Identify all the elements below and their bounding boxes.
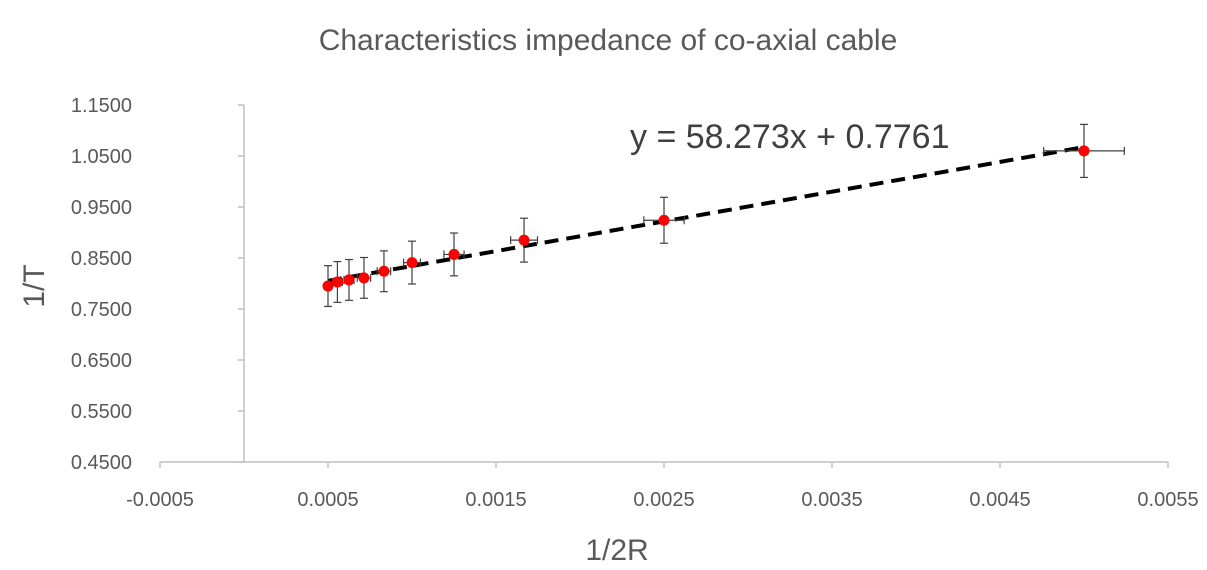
data-point: [448, 248, 460, 260]
y-tick-label: 0.5500: [71, 401, 132, 423]
y-tick-label: 1.1500: [71, 95, 132, 117]
x-tick-label: 0.0005: [297, 489, 358, 511]
y-tick-label: 0.6500: [71, 350, 132, 372]
chart-title: Characteristics impedance of co-axial ca…: [319, 24, 898, 57]
data-point: [343, 274, 355, 286]
x-axis-label: 1/2R: [585, 534, 648, 567]
trendline: [327, 145, 1085, 283]
y-tick-label: 0.4500: [71, 452, 132, 474]
data-point: [1078, 145, 1090, 157]
data-point: [378, 265, 390, 277]
y-axis-label: 1/T: [18, 264, 51, 307]
data-point: [406, 257, 418, 269]
x-tick-label: 0.0015: [465, 489, 526, 511]
x-tick-label: 0.0055: [1137, 489, 1198, 511]
y-tick-label: 0.9500: [71, 197, 132, 219]
data-point: [658, 214, 670, 226]
x-tick-label: 0.0025: [633, 489, 694, 511]
x-tick-label: 0.0035: [801, 489, 862, 511]
y-tick-label: 0.8500: [71, 248, 132, 270]
data-point: [518, 234, 530, 246]
data-point: [331, 276, 343, 288]
x-tick-label: -0.0005: [126, 489, 194, 511]
y-tick-label: 1.0500: [71, 146, 132, 168]
data-point: [358, 272, 370, 284]
data-point: [322, 280, 334, 292]
x-tick-label: 0.0045: [969, 489, 1030, 511]
trendline-equation: y = 58.273x + 0.7761: [630, 118, 949, 156]
y-tick-label: 0.7500: [71, 299, 132, 321]
